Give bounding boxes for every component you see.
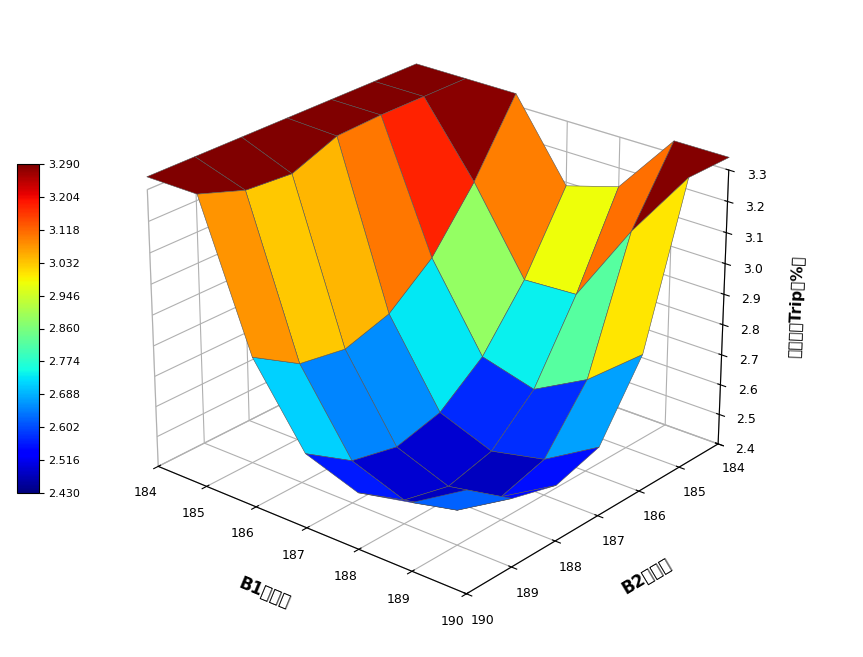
X-axis label: B1相匹数: B1相匹数 bbox=[236, 574, 293, 612]
Y-axis label: B2相匹数: B2相匹数 bbox=[619, 555, 675, 599]
